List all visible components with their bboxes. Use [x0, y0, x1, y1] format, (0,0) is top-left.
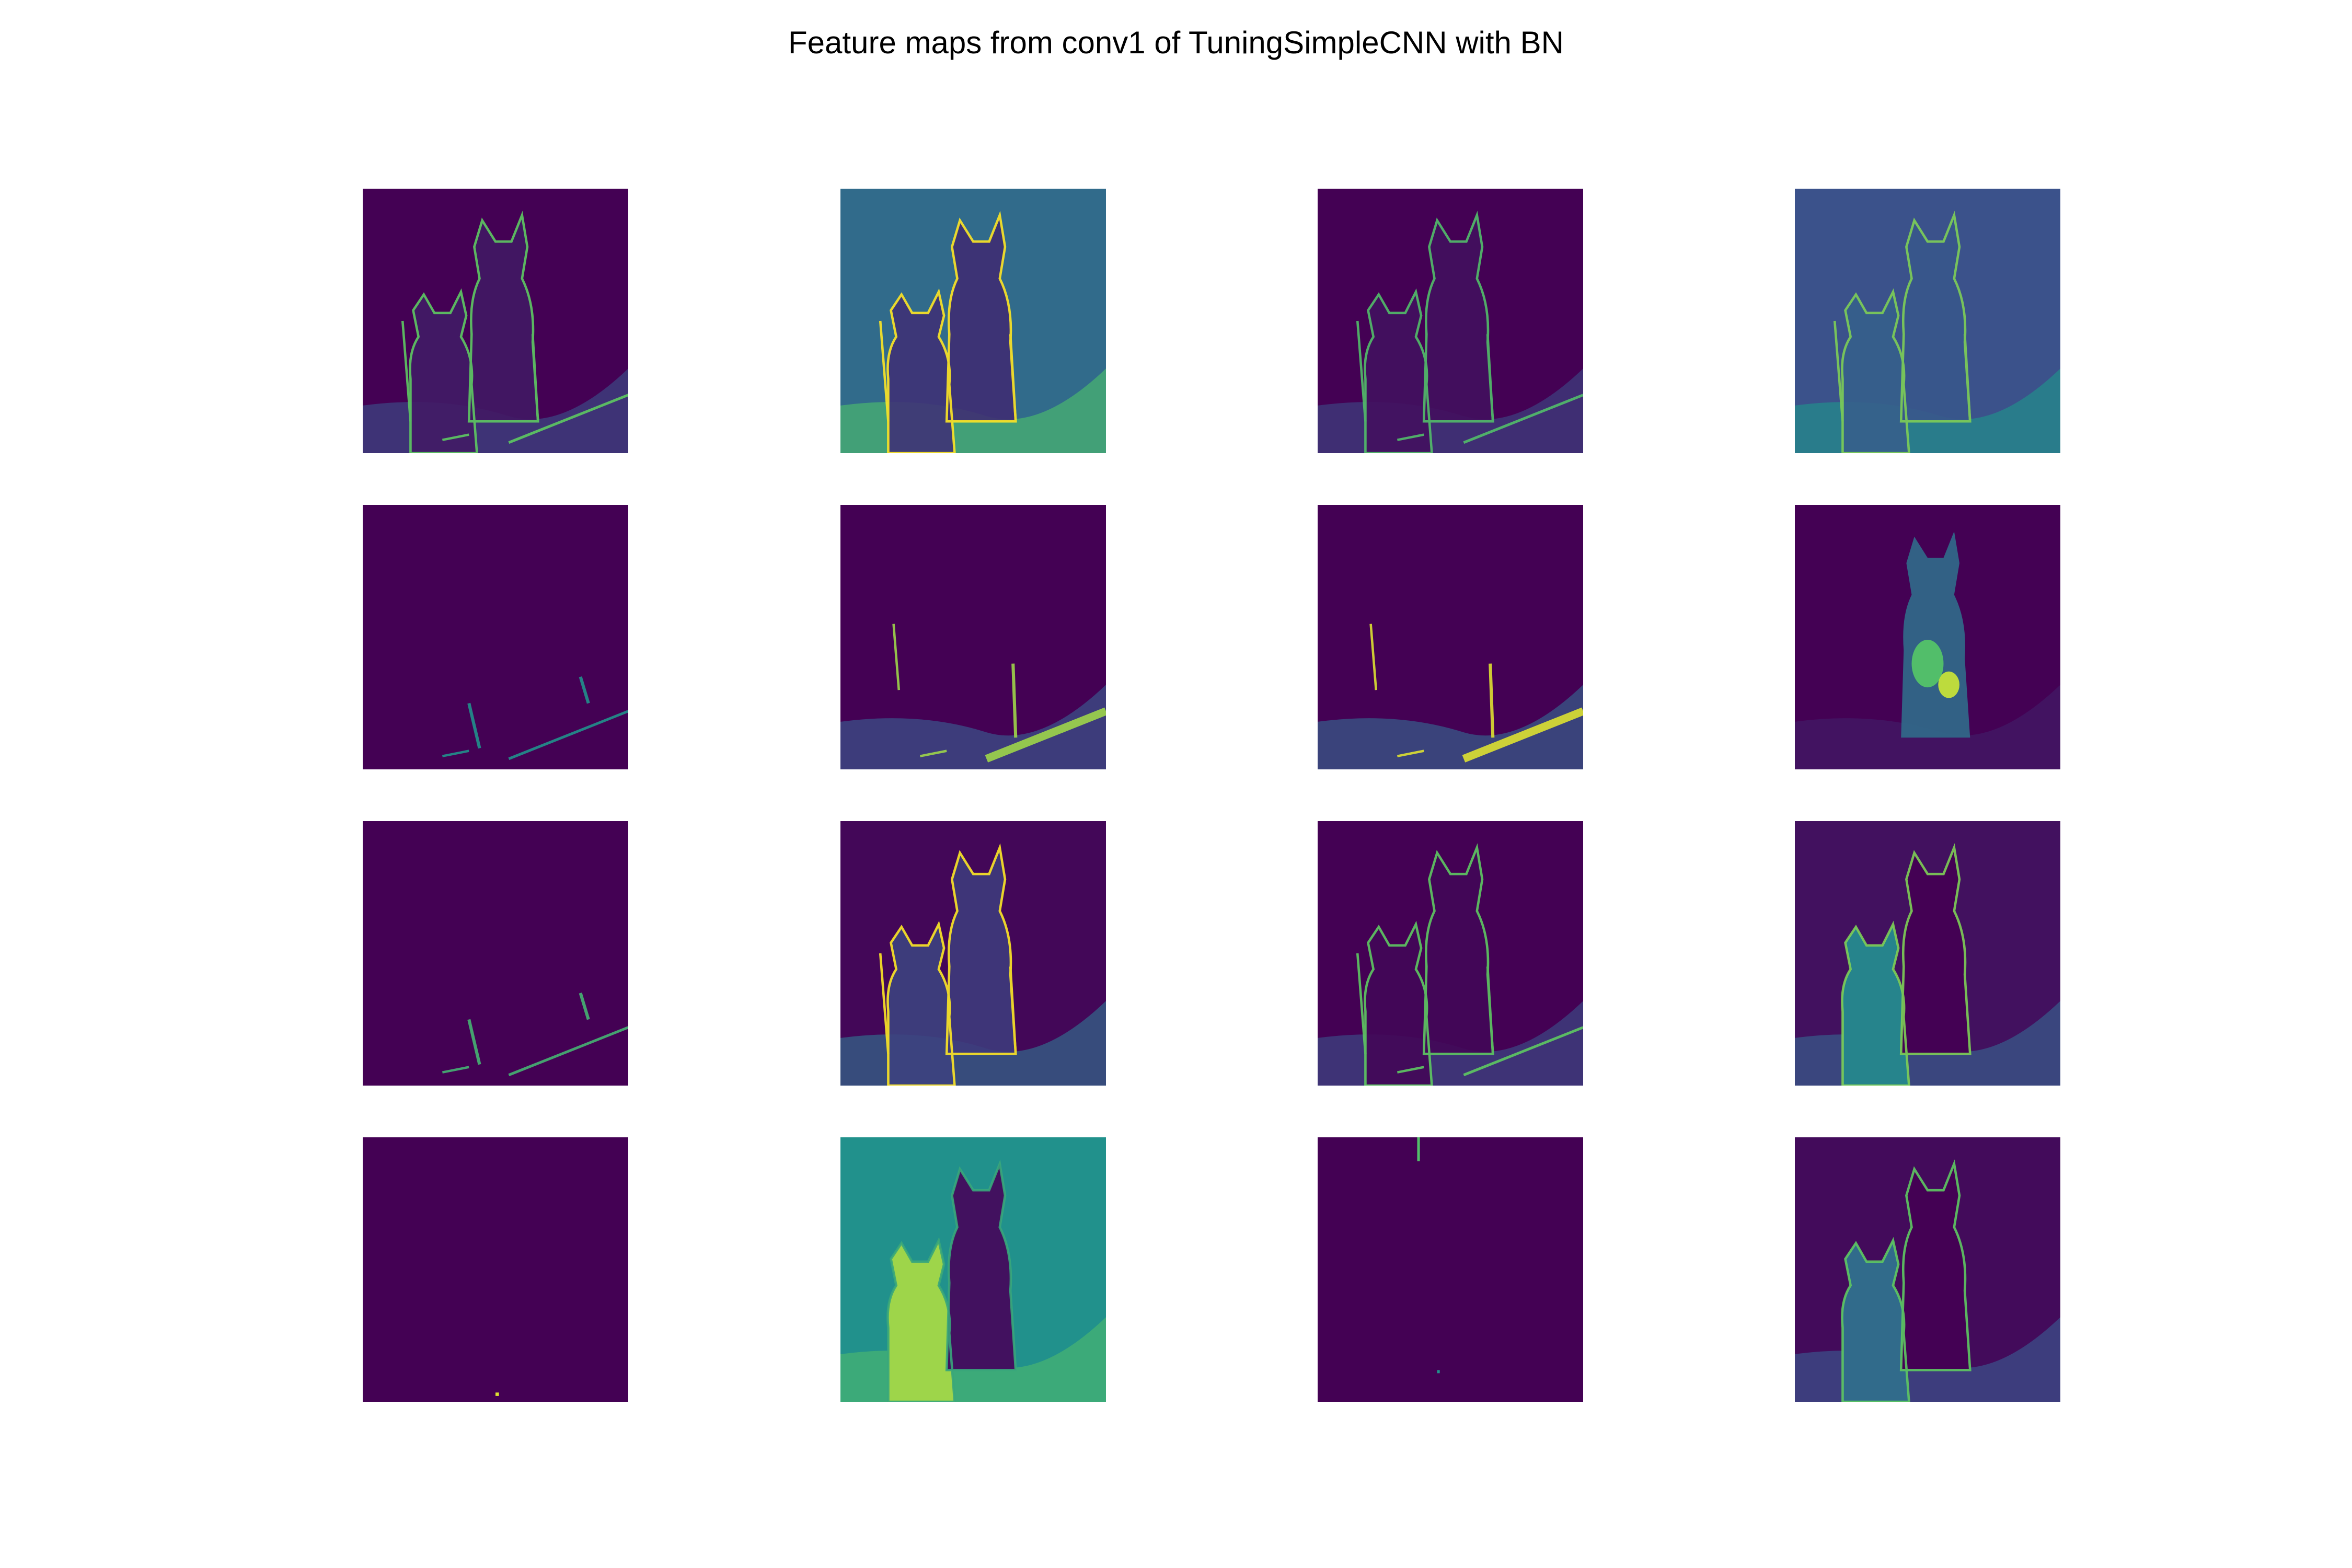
feature-map-1 — [363, 189, 628, 453]
figure-title: Feature maps from conv1 of TuningSimpleC… — [788, 25, 1564, 60]
feature-map-image — [363, 189, 628, 453]
feature-map-4 — [1795, 189, 2060, 453]
feature-map-image — [1318, 505, 1583, 769]
feature-map-image — [1318, 189, 1583, 453]
feature-map-image — [1795, 1137, 2060, 1402]
feature-map-12 — [1795, 821, 2060, 1086]
feature-map-image — [840, 505, 1106, 769]
feature-map-11 — [1318, 821, 1583, 1086]
feature-map-2 — [840, 189, 1106, 453]
feature-map-10 — [840, 821, 1106, 1086]
feature-map-image — [840, 1137, 1106, 1402]
feature-map-image — [1795, 189, 2060, 453]
feature-map-8 — [1795, 505, 2060, 769]
feature-map-14 — [840, 1137, 1106, 1402]
feature-map-image — [1318, 1137, 1583, 1402]
feature-map-image — [363, 1137, 628, 1402]
feature-map-image — [363, 505, 628, 769]
feature-map-image — [1318, 821, 1583, 1086]
feature-map-image — [1795, 505, 2060, 769]
feature-map-13 — [363, 1137, 628, 1402]
feature-map-6 — [840, 505, 1106, 769]
feature-map-image — [840, 189, 1106, 453]
feature-map-16 — [1795, 1137, 2060, 1402]
feature-map-5 — [363, 505, 628, 769]
feature-map-image — [840, 821, 1106, 1086]
feature-map-15 — [1318, 1137, 1583, 1402]
feature-map-7 — [1318, 505, 1583, 769]
feature-map-image — [363, 821, 628, 1086]
feature-map-3 — [1318, 189, 1583, 453]
feature-map-image — [1795, 821, 2060, 1086]
feature-map-9 — [363, 821, 628, 1086]
